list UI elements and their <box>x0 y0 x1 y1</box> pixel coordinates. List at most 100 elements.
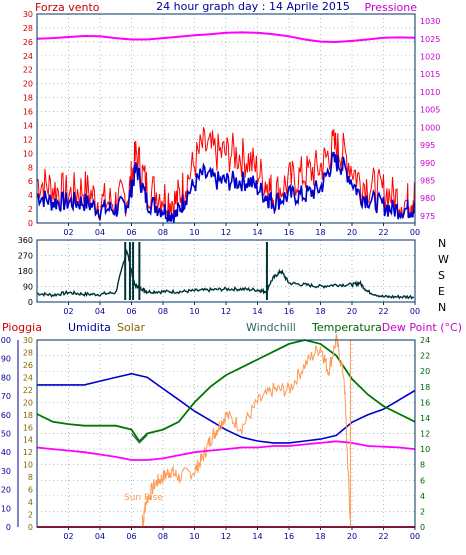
pressure-axis-tick-label: 980 <box>420 194 435 203</box>
humidity-axis-tick-label: 100 <box>0 336 11 345</box>
direction-axis-tick-label: 270 <box>18 252 33 261</box>
panel2-x-tick-label: 02 <box>63 307 73 316</box>
temperature-axis-tick-label: 14 <box>420 414 430 423</box>
direction-axis-tick-label: 90 <box>23 283 33 292</box>
panel3-x-tick-label: 14 <box>252 532 262 541</box>
panel1-x-tick-label: 20 <box>347 228 357 237</box>
solar-axis-tick-label: 14 <box>23 436 33 445</box>
panel1-x-tick-label: 22 <box>378 228 388 237</box>
temperature-axis-tick-label: 12 <box>420 430 430 439</box>
wind-axis-tick-label: 2 <box>28 205 33 214</box>
panel1-x-tick-label: 14 <box>252 228 262 237</box>
wind-axis-tick-label: 28 <box>23 24 33 33</box>
temperature-axis-tick-label: 10 <box>420 445 430 454</box>
temperature-axis-tick-label: 4 <box>420 492 425 501</box>
solar-axis-tick-label: 20 <box>23 398 33 407</box>
panel2-x-tick-label: 22 <box>378 307 388 316</box>
solar-axis-tick-label: 4 <box>28 498 33 507</box>
humidity-line <box>37 372 416 444</box>
panel2-x-tick-label: 06 <box>126 307 136 316</box>
compass-label-e: E <box>438 285 445 298</box>
wind-axis-tick-label: 8 <box>28 163 33 172</box>
temperature-axis-tick-label: 20 <box>420 367 430 376</box>
wind-average-line <box>36 150 416 224</box>
panel1-x-tick-label: 06 <box>126 228 136 237</box>
panel3-x-tick-label: 22 <box>378 532 388 541</box>
solar-axis-tick-label: 16 <box>23 423 33 432</box>
humidity-axis-tick-label: 50 <box>1 430 11 439</box>
sunrise-annotation: Sun Rise <box>124 493 163 503</box>
pressure-axis-tick-label: 1030 <box>420 17 440 26</box>
wind-axis-tick-label: 22 <box>23 66 33 75</box>
pressure-label: Pressione <box>365 1 418 14</box>
humidity-axis-tick-label: 70 <box>1 392 11 401</box>
panel1-x-tick-label: 12 <box>221 228 231 237</box>
panel1-x-tick-label: 02 <box>63 228 73 237</box>
windchill-label: Windchill <box>246 321 296 334</box>
solar-axis-tick-label: 12 <box>23 448 33 457</box>
wind-speed-line <box>36 127 415 222</box>
temperature-axis-tick-label: 6 <box>420 476 425 485</box>
panel1-x-tick-label: 08 <box>158 228 168 237</box>
wind-axis-tick-label: 12 <box>23 135 33 144</box>
humidity-label: Umidita <box>68 321 111 334</box>
solar-axis-tick-label: 28 <box>23 348 33 357</box>
humidity-axis-tick-label: 60 <box>1 411 11 420</box>
pressure-axis-tick-label: 1020 <box>420 53 440 62</box>
humidity-axis-tick-label: 30 <box>1 467 11 476</box>
wind-axis-tick-label: 4 <box>28 191 33 200</box>
wind-axis-tick-label: 0 <box>28 219 33 228</box>
humidity-axis-tick-label: 10 <box>1 504 11 513</box>
solar-axis-tick-label: 0 <box>28 523 33 532</box>
panel1-x-tick-label: 04 <box>95 228 105 237</box>
wind-axis-tick-label: 20 <box>23 80 33 89</box>
temperature-axis-tick-label: 22 <box>420 352 430 361</box>
panel1-x-tick-label: 00 <box>410 228 420 237</box>
humidity-axis-tick-label: 0 <box>6 523 11 532</box>
wind-axis-tick-label: 10 <box>23 149 33 158</box>
direction-axis-tick-label: 0 <box>28 298 33 307</box>
pressure-axis-tick-label: 995 <box>420 141 435 150</box>
compass-label-w: W <box>438 253 449 266</box>
temperature-axis-tick-label: 16 <box>420 398 430 407</box>
panel3-x-tick-label: 04 <box>95 532 105 541</box>
temperature-label: Temperatura <box>311 321 382 334</box>
panel2-x-tick-label: 08 <box>158 307 168 316</box>
panel2-x-tick-label: 18 <box>315 307 325 316</box>
panel1-x-tick-label: 10 <box>189 228 199 237</box>
panel2-x-tick-label: 12 <box>221 307 231 316</box>
solar-label: Solar <box>117 321 146 334</box>
solar-axis-tick-label: 22 <box>23 386 33 395</box>
solar-axis-tick-label: 26 <box>23 361 33 370</box>
panel1-x-tick-label: 18 <box>315 228 325 237</box>
wind-axis-tick-label: 24 <box>23 52 33 61</box>
rain-label: Pioggia <box>2 321 42 334</box>
wind-label: Forza vento <box>35 1 100 14</box>
wind-axis-tick-label: 30 <box>23 10 33 19</box>
panel3-x-tick-label: 00 <box>410 532 420 541</box>
chart-title: 24 hour graph day : 14 Aprile 2015 <box>156 0 350 13</box>
solar-axis-tick-label: 18 <box>23 411 33 420</box>
pressure-axis-tick-label: 990 <box>420 159 435 168</box>
direction-axis-tick-label: 180 <box>18 267 33 276</box>
solar-axis-tick-label: 10 <box>23 461 33 470</box>
pressure-axis-tick-label: 985 <box>420 176 435 185</box>
panel2-x-tick-label: 10 <box>189 307 199 316</box>
panel2-x-tick-label: 00 <box>410 307 420 316</box>
panel3-x-tick-label: 10 <box>189 532 199 541</box>
panel3-x-tick-label: 06 <box>126 532 136 541</box>
panel3-x-tick-label: 16 <box>284 532 294 541</box>
temperature-axis-tick-label: 18 <box>420 383 430 392</box>
solar-line <box>142 334 351 528</box>
solar-axis-tick-label: 6 <box>28 486 33 495</box>
solar-axis-tick-label: 24 <box>23 373 33 382</box>
temperature-axis-tick-label: 8 <box>420 461 425 470</box>
panel3-x-tick-label: 18 <box>315 532 325 541</box>
temperature-axis-tick-label: 2 <box>420 507 425 516</box>
solar-axis-tick-label: 2 <box>28 511 33 520</box>
compass-label-n: N <box>438 301 446 314</box>
wind-axis-tick-label: 14 <box>23 121 33 130</box>
grid-layer <box>37 14 416 527</box>
